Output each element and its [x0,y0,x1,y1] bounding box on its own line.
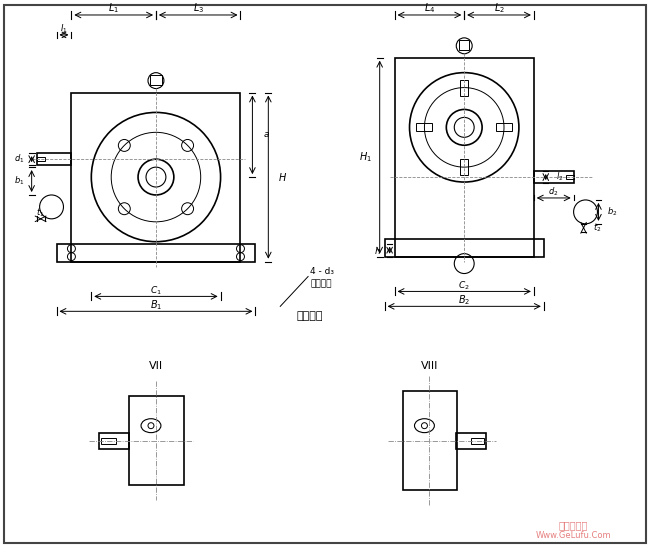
Bar [417,123,432,131]
Bar [101,438,116,444]
Text: 装配型式: 装配型式 [297,311,323,322]
Text: VIII: VIII [421,361,438,371]
Bar [402,391,457,490]
Bar [72,93,240,262]
Text: $C_2$: $C_2$ [458,279,470,292]
Text: $H$: $H$ [278,171,287,183]
Text: $d_1$: $d_1$ [14,153,25,166]
Text: $b_1$: $b_1$ [14,175,25,187]
Bar [534,171,573,183]
Bar [57,244,255,262]
Text: $B_1$: $B_1$ [150,299,162,312]
Bar [99,433,129,449]
Text: 4 - d₃: 4 - d₃ [310,267,334,276]
Bar [456,433,486,449]
Bar [566,175,573,179]
Bar [385,239,544,257]
Text: $H_1$: $H_1$ [359,150,372,164]
Text: $L_1$: $L_1$ [108,1,119,15]
Bar [460,40,469,50]
Bar [460,80,468,95]
Text: $h$: $h$ [374,245,382,256]
Text: 格鲁夫机械: 格鲁夫机械 [559,520,588,530]
Bar [395,58,534,257]
Text: $I_1$: $I_1$ [60,23,68,35]
Text: $t_1$: $t_1$ [36,207,45,219]
Text: $a$: $a$ [263,130,270,140]
Text: $b_2$: $b_2$ [607,205,618,218]
Bar [496,123,512,131]
Bar [36,153,72,165]
Text: $d_2$: $d_2$ [549,186,559,198]
Bar [471,438,484,444]
Text: Www.GeLufu.Com: Www.GeLufu.Com [536,530,612,540]
Text: $l_2$: $l_2$ [556,171,564,183]
Bar [460,159,468,175]
Text: $L_4$: $L_4$ [424,1,435,15]
Bar [36,157,45,161]
Bar [129,396,184,486]
Text: $L_3$: $L_3$ [192,1,204,15]
Text: 螺栓直径: 螺栓直径 [310,279,332,288]
Text: $B_2$: $B_2$ [458,293,471,307]
Text: $t_2$: $t_2$ [593,221,602,234]
Text: VII: VII [149,361,163,371]
Text: $C_1$: $C_1$ [150,284,162,296]
Text: $L_2$: $L_2$ [493,1,504,15]
Bar [150,75,162,84]
